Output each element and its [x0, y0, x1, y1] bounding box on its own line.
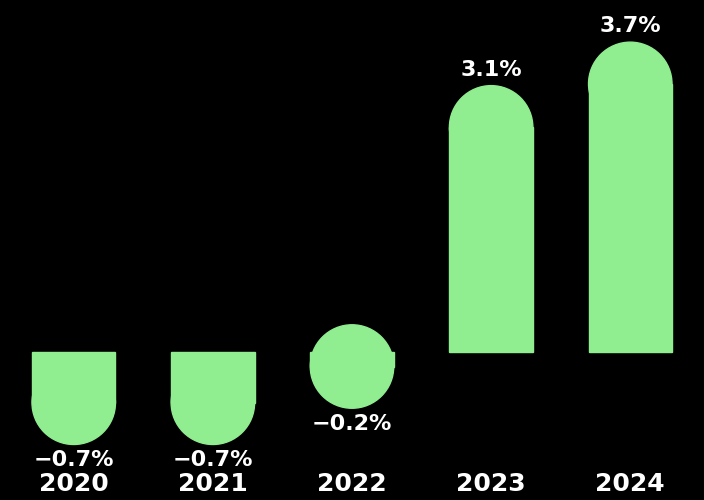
Ellipse shape — [449, 86, 533, 169]
Text: −0.2%: −0.2% — [312, 414, 392, 434]
Ellipse shape — [171, 361, 255, 444]
Bar — [32, 352, 115, 403]
Text: 3.1%: 3.1% — [460, 60, 522, 80]
Ellipse shape — [589, 42, 672, 125]
Bar — [449, 128, 533, 352]
Text: −0.7%: −0.7% — [172, 450, 253, 470]
Bar — [589, 84, 672, 352]
Ellipse shape — [32, 361, 115, 444]
Ellipse shape — [310, 325, 394, 408]
Bar — [310, 352, 394, 366]
Bar — [171, 352, 255, 403]
Text: −0.7%: −0.7% — [34, 450, 114, 470]
Text: 3.7%: 3.7% — [599, 16, 661, 36]
